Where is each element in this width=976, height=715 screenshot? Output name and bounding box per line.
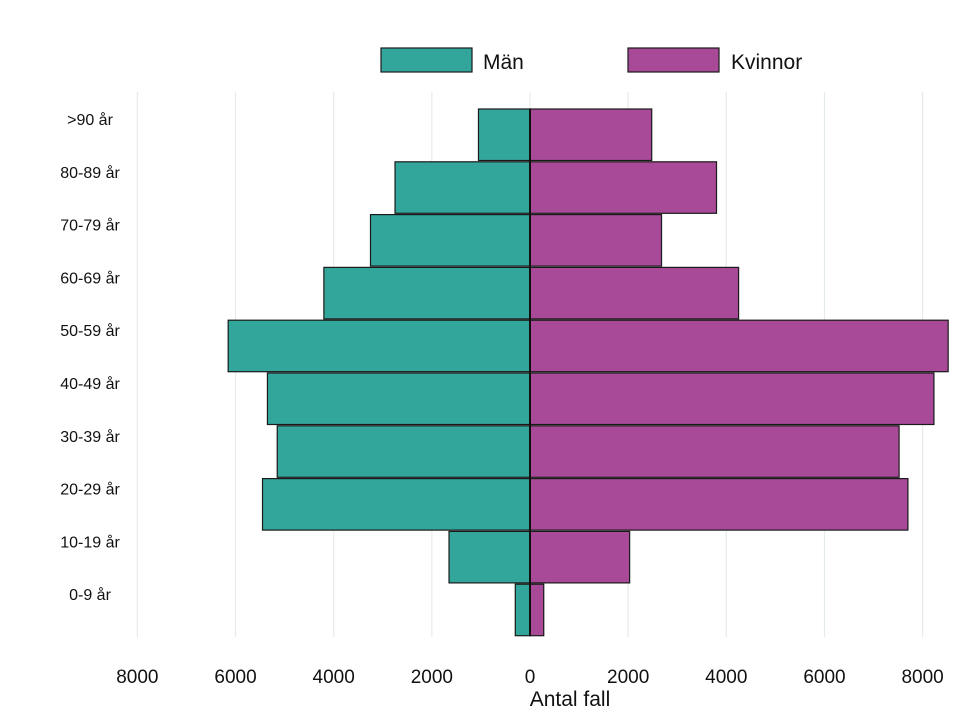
bars bbox=[227, 108, 949, 637]
bar-man bbox=[261, 478, 531, 531]
bar-kvinnor bbox=[529, 478, 909, 531]
category-labels: 0-9 år 10-19 år 20-29 år 30-39 år 40-49 år 50… bbox=[60, 111, 120, 604]
legend-swatch bbox=[627, 47, 720, 73]
x-tick-label: 0 bbox=[525, 667, 536, 688]
category-label: 70-79 år bbox=[60, 217, 120, 235]
bar-kvinnor bbox=[529, 372, 935, 426]
category-label: 10-19 år bbox=[60, 533, 120, 551]
category-label: 30-39 år bbox=[60, 428, 120, 446]
bar-man bbox=[369, 214, 531, 267]
x-axis-title: Antal fall bbox=[530, 688, 611, 711]
legend-label: Män bbox=[483, 51, 524, 74]
bar-kvinnor bbox=[529, 161, 718, 214]
bar-man bbox=[394, 161, 531, 214]
x-tick-label: 8000 bbox=[901, 667, 943, 688]
bar-kvinnor bbox=[529, 214, 663, 267]
bar-kvinnor bbox=[529, 108, 653, 162]
category-label: 20-29 år bbox=[60, 481, 120, 499]
bar-man bbox=[514, 583, 531, 637]
category-label: 60-69 år bbox=[60, 269, 120, 287]
legend: Män Kvinnor bbox=[380, 47, 802, 74]
x-tick-label: 2000 bbox=[411, 667, 453, 688]
bar-kvinnor bbox=[529, 583, 545, 637]
bar-man bbox=[448, 530, 531, 584]
category-label: 80-89 år bbox=[60, 164, 120, 182]
x-tick-label: 2000 bbox=[607, 667, 649, 688]
legend-label: Kvinnor bbox=[731, 51, 802, 74]
bar-man bbox=[477, 108, 531, 162]
bar-kvinnor bbox=[529, 530, 631, 584]
legend-swatch bbox=[380, 47, 473, 73]
category-label: 50-59 år bbox=[60, 322, 120, 340]
x-tick-labels: 8000 6000 4000 2000 0 2000 4000 6000 8000 bbox=[116, 667, 944, 688]
bar-man bbox=[227, 319, 531, 373]
x-tick-label: 6000 bbox=[214, 667, 256, 688]
x-tick-label: 4000 bbox=[705, 667, 747, 688]
bar-man bbox=[266, 372, 531, 426]
category-label: >90 år bbox=[67, 111, 113, 129]
category-label: 0-9 år bbox=[69, 586, 111, 604]
category-label: 40-49 år bbox=[60, 375, 120, 393]
bar-man bbox=[276, 425, 531, 478]
bar-kvinnor bbox=[529, 266, 740, 320]
bar-man bbox=[323, 266, 531, 320]
x-tick-label: 6000 bbox=[803, 667, 845, 688]
bar-kvinnor bbox=[529, 319, 949, 373]
x-tick-label: 4000 bbox=[313, 667, 355, 688]
x-tick-label: 8000 bbox=[116, 667, 158, 688]
bar-kvinnor bbox=[529, 425, 900, 478]
